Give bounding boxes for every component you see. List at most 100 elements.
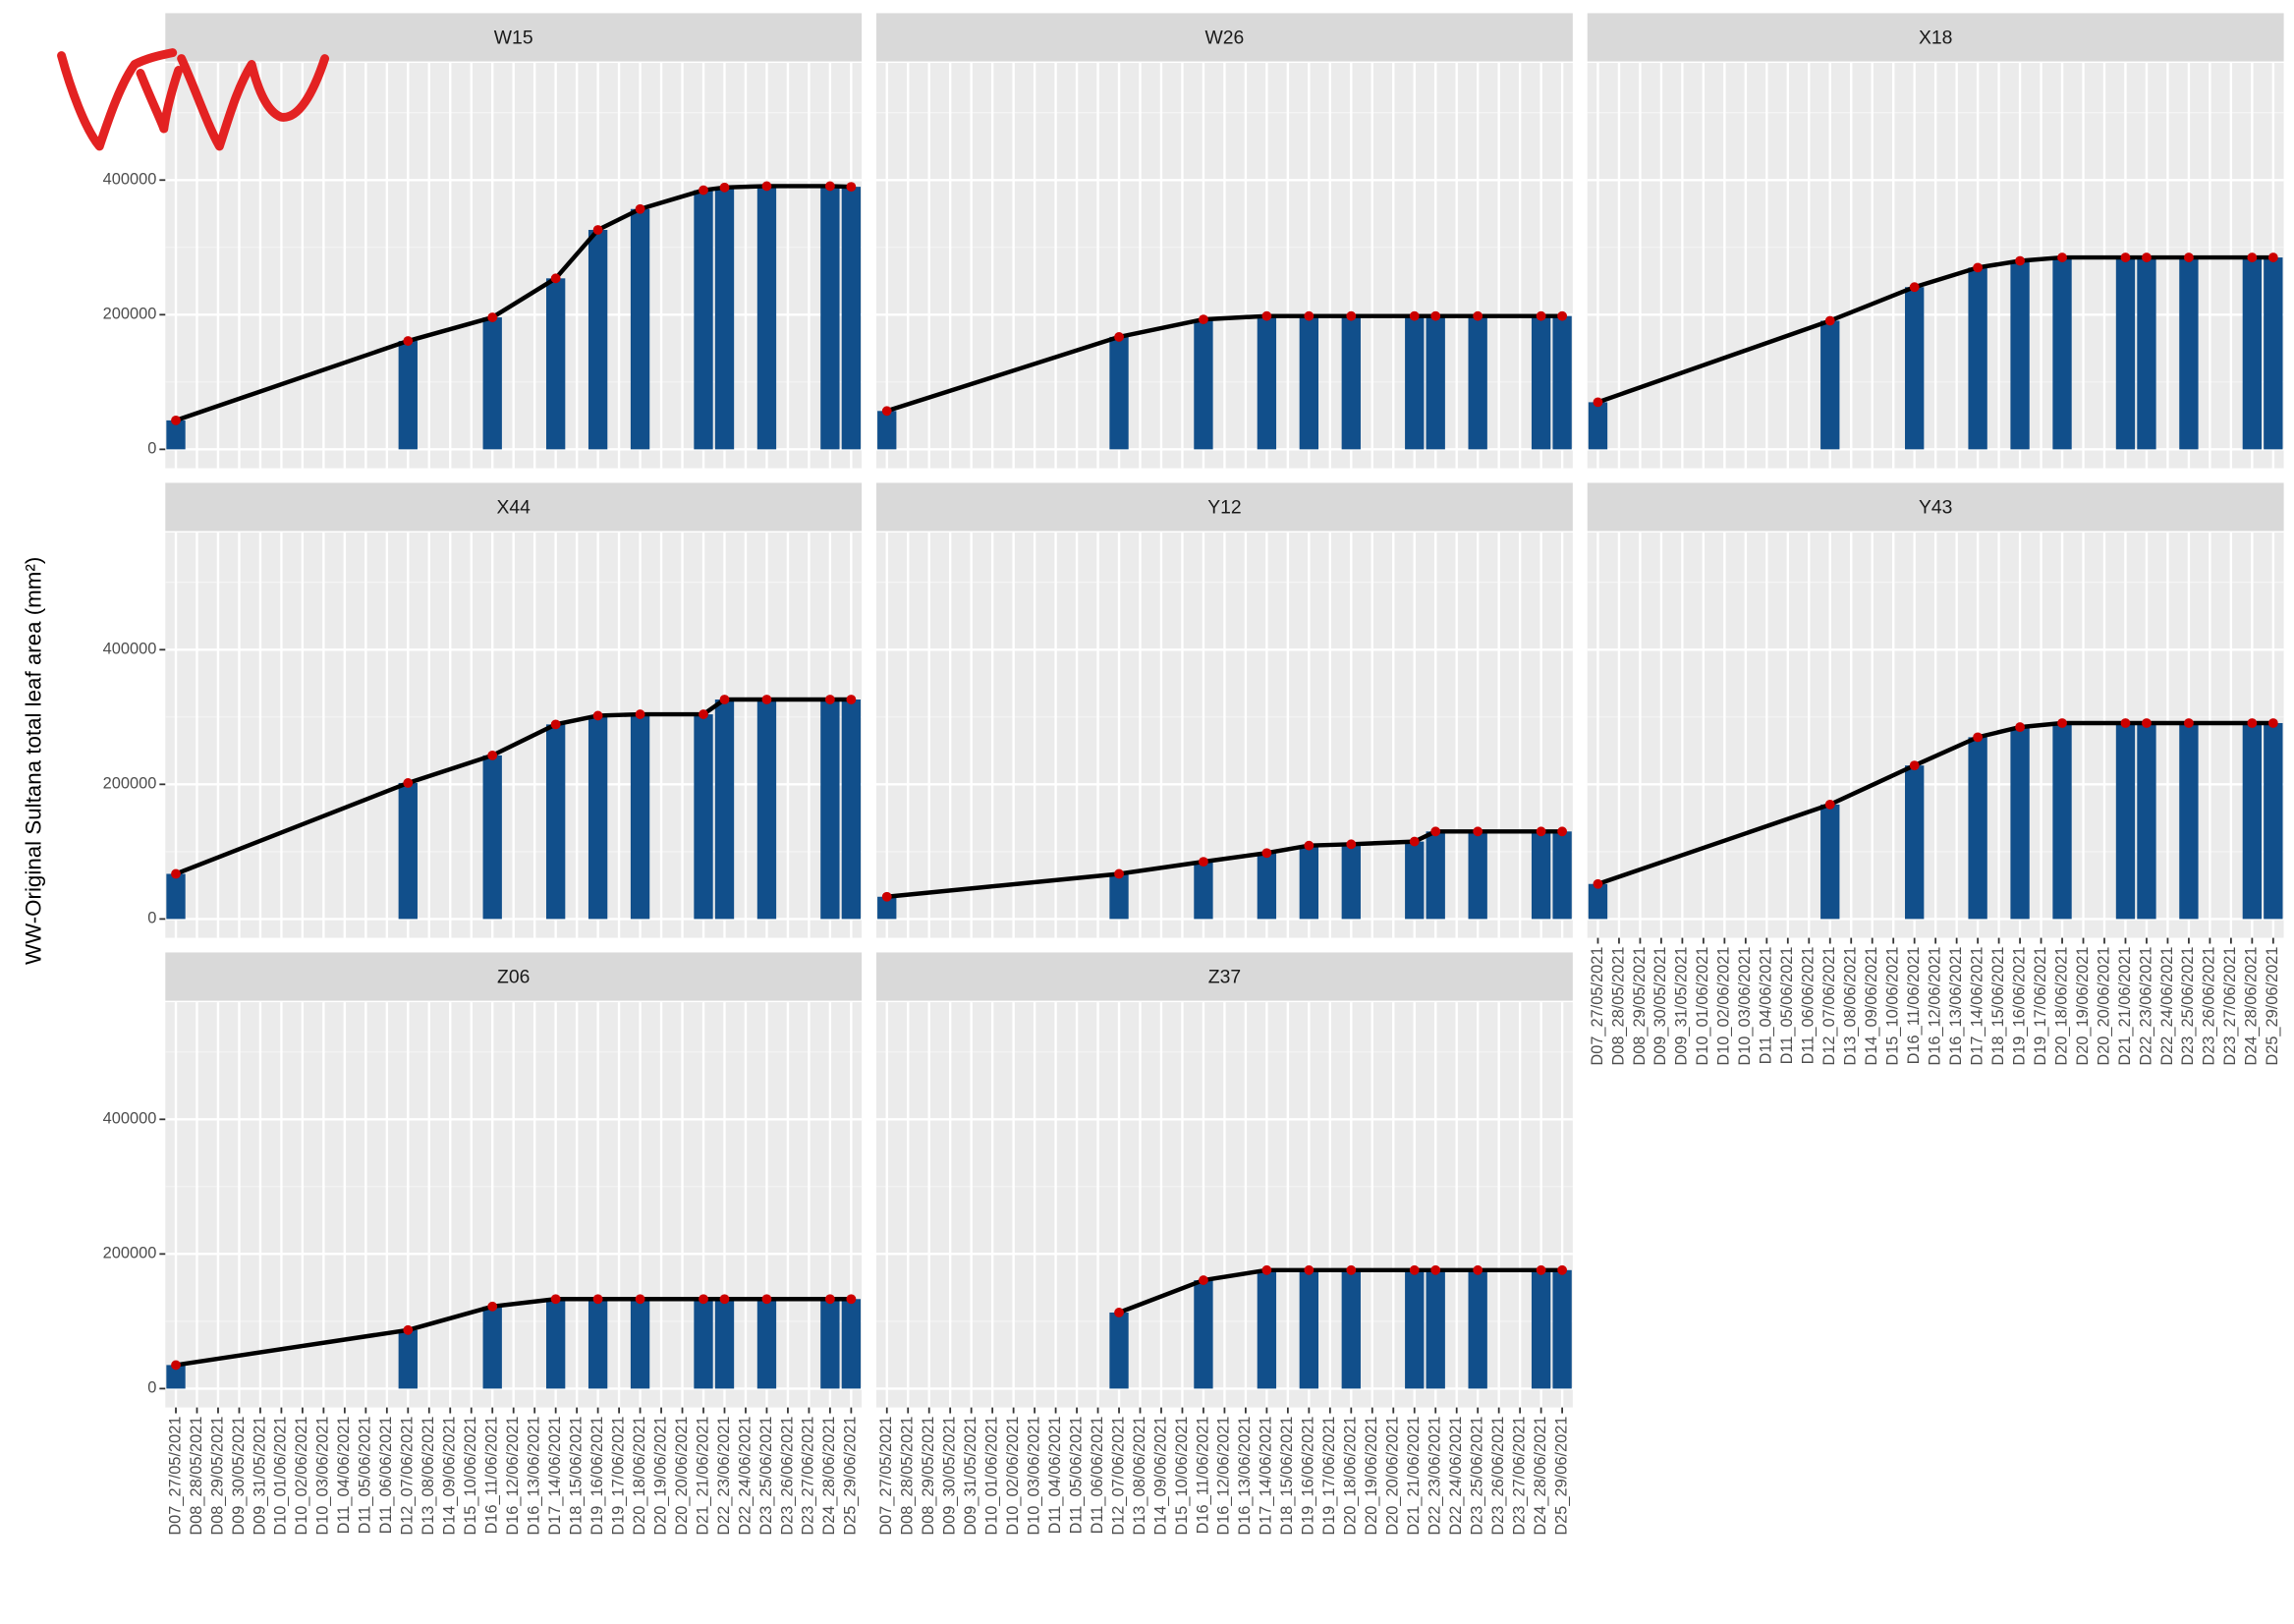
point bbox=[1304, 840, 1315, 851]
y-tick-label: 400000 bbox=[103, 641, 157, 658]
x-tick-label: D23_25/06/2021 bbox=[757, 1417, 775, 1536]
bar bbox=[1552, 315, 1572, 450]
bar bbox=[166, 873, 186, 920]
strip-label: X18 bbox=[1919, 28, 1952, 49]
point bbox=[719, 182, 730, 193]
point bbox=[1430, 1264, 1441, 1275]
trend-line bbox=[1116, 316, 1206, 340]
x-tick-label: D20_18/06/2021 bbox=[2052, 947, 2070, 1066]
x-tick-label: D20_19/06/2021 bbox=[651, 1417, 669, 1536]
bar bbox=[1299, 315, 1319, 450]
scribble bbox=[57, 48, 330, 151]
x-tick-label: D09_31/05/2021 bbox=[251, 1417, 268, 1536]
bar bbox=[1405, 315, 1425, 450]
point bbox=[1346, 310, 1357, 321]
y-tick-label: 200000 bbox=[103, 1245, 157, 1262]
bar bbox=[714, 1299, 735, 1389]
trend-line bbox=[489, 1297, 558, 1310]
x-tick-label: D24_28/06/2021 bbox=[1532, 1417, 1549, 1536]
bar bbox=[587, 1299, 608, 1389]
bar bbox=[1299, 1269, 1319, 1389]
point bbox=[1473, 310, 1483, 321]
bar bbox=[398, 1329, 418, 1389]
trend-line bbox=[1975, 724, 2023, 740]
trend-line bbox=[1595, 318, 1832, 405]
point bbox=[699, 185, 708, 196]
x-tick-label: D16_13/06/2021 bbox=[526, 1417, 543, 1536]
y-tick-label: 200000 bbox=[103, 306, 157, 323]
bar bbox=[1905, 287, 1925, 450]
point bbox=[699, 709, 708, 719]
point bbox=[2267, 718, 2278, 728]
trend-line bbox=[884, 871, 1122, 900]
point bbox=[592, 710, 603, 721]
x-tick-label: D25_29/06/2021 bbox=[1552, 1417, 1570, 1536]
point bbox=[1346, 839, 1357, 850]
point bbox=[2267, 252, 2278, 262]
trend-line bbox=[173, 1327, 411, 1368]
bar bbox=[482, 1306, 502, 1389]
bar bbox=[1468, 315, 1487, 450]
bar bbox=[630, 714, 650, 920]
x-tick-label: D16_13/06/2021 bbox=[1947, 947, 1965, 1066]
strip-label: Y12 bbox=[1207, 497, 1241, 519]
x-tick-label: D18_15/06/2021 bbox=[567, 1417, 585, 1536]
bar bbox=[1194, 1280, 1213, 1389]
x-tick-label: D15_10/06/2021 bbox=[462, 1417, 479, 1536]
bar bbox=[2264, 257, 2283, 450]
point bbox=[1557, 1264, 1568, 1275]
trend-line bbox=[1912, 265, 1981, 290]
bar bbox=[1426, 1269, 1445, 1389]
x-tick-label: D13_08/06/2021 bbox=[1842, 947, 1860, 1066]
bar bbox=[2242, 257, 2263, 450]
bar bbox=[2010, 260, 2030, 450]
y-tick-label: 400000 bbox=[103, 171, 157, 189]
x-tick-label: D20_18/06/2021 bbox=[631, 1417, 648, 1536]
point bbox=[1973, 732, 1984, 743]
strip-label: Y43 bbox=[1919, 497, 1952, 519]
point bbox=[2184, 718, 2194, 728]
bar bbox=[2179, 722, 2199, 920]
point bbox=[1909, 282, 1920, 293]
x-tick-label: D08_29/05/2021 bbox=[1631, 947, 1649, 1066]
bar bbox=[1109, 336, 1129, 450]
bar bbox=[482, 317, 502, 450]
x-tick-label: D11_04/06/2021 bbox=[335, 1417, 353, 1535]
bar bbox=[1194, 862, 1213, 920]
bar bbox=[1405, 841, 1425, 920]
x-tick-label: D22_24/06/2021 bbox=[1447, 1417, 1465, 1536]
bar bbox=[1257, 1269, 1277, 1389]
x-tick-label: D23_27/06/2021 bbox=[1510, 1417, 1528, 1536]
point bbox=[2247, 252, 2258, 262]
y-tick-label: 0 bbox=[147, 1379, 156, 1397]
bar bbox=[1257, 853, 1277, 920]
strip bbox=[876, 13, 1573, 62]
bar bbox=[630, 208, 650, 450]
bar bbox=[2115, 257, 2136, 450]
bar bbox=[166, 420, 186, 450]
point bbox=[2142, 252, 2152, 262]
trend-line bbox=[595, 711, 643, 718]
bar bbox=[482, 755, 502, 920]
x-tick-label: D09_30/05/2021 bbox=[230, 1417, 248, 1536]
trend-line bbox=[1201, 313, 1269, 322]
x-tick-label: D09_31/05/2021 bbox=[962, 1417, 979, 1536]
point bbox=[487, 312, 498, 322]
point bbox=[1199, 314, 1208, 325]
bar bbox=[545, 278, 566, 450]
bar bbox=[714, 700, 735, 920]
bar bbox=[398, 341, 418, 450]
x-tick-label: D23_26/06/2021 bbox=[1489, 1417, 1507, 1536]
x-tick-label: D11_05/06/2021 bbox=[357, 1417, 374, 1535]
point bbox=[487, 750, 498, 760]
bar bbox=[841, 187, 862, 450]
point bbox=[761, 1294, 772, 1305]
bar bbox=[1194, 319, 1213, 450]
x-tick-label: D16_12/06/2021 bbox=[1215, 1417, 1233, 1536]
x-tick-label: D16_12/06/2021 bbox=[1926, 947, 1943, 1066]
x-tick-label: D08_28/05/2021 bbox=[188, 1417, 205, 1536]
point bbox=[824, 695, 835, 704]
x-tick-label: D21_21/06/2021 bbox=[694, 1417, 711, 1536]
trend-line bbox=[1264, 843, 1312, 856]
x-tick-label: D20_18/06/2021 bbox=[1342, 1417, 1360, 1536]
